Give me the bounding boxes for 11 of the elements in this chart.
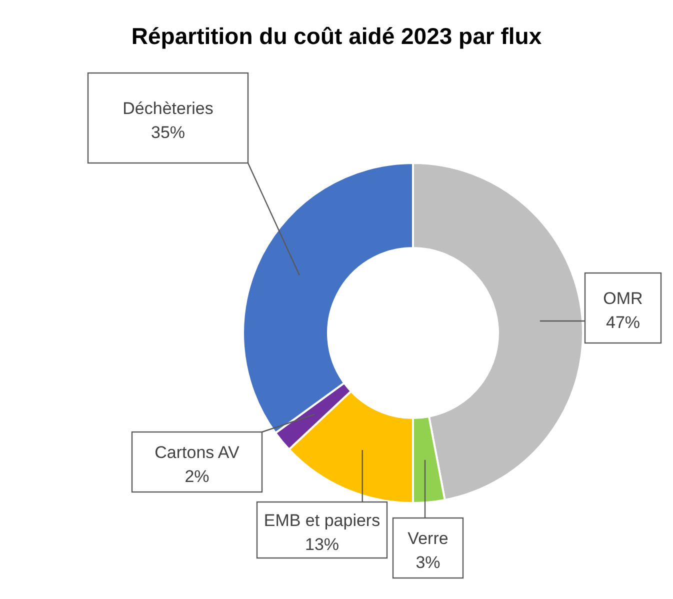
- data-label: 2%: [184, 467, 210, 486]
- data-label: 3%: [416, 553, 440, 572]
- data-label: 35%: [150, 123, 186, 142]
- slice-label: Cartons AV: [154, 443, 240, 462]
- data-label: 47%: [606, 313, 640, 332]
- slice-label: OMR: [603, 289, 643, 308]
- slice-label: Verre: [408, 529, 448, 548]
- chart-title: Répartition du coût aidé 2023 par flux: [131, 23, 542, 49]
- slice-label: EMB et papiers: [264, 511, 380, 530]
- data-label: 13%: [304, 535, 340, 554]
- slice-label: Déchèteries: [122, 99, 214, 118]
